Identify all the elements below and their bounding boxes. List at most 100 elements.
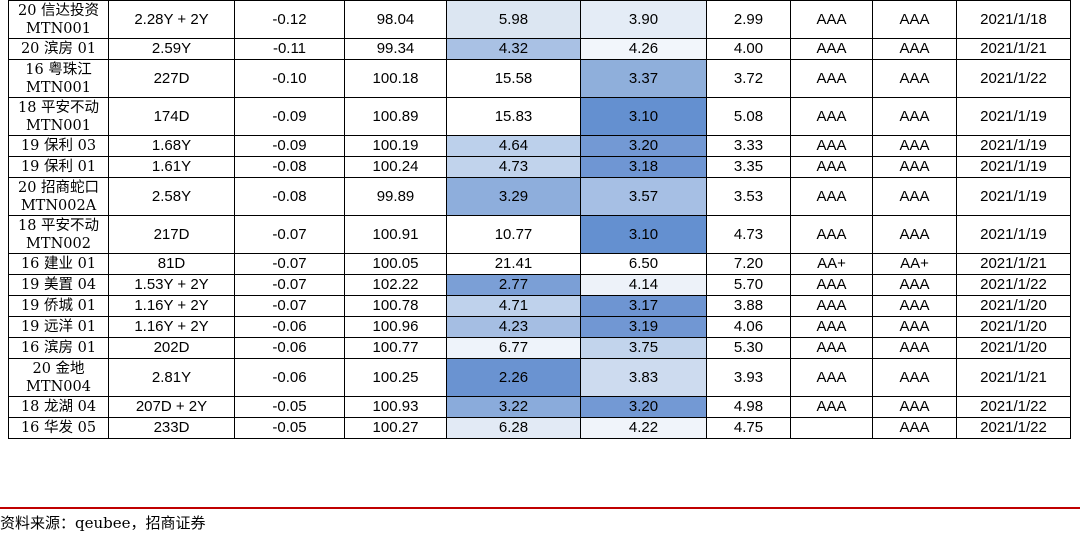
- change-cell: -0.08: [234, 156, 345, 178]
- date-cell: 2021/1/20: [956, 316, 1071, 338]
- rating2-cell: AAA: [872, 0, 957, 39]
- term-cell: 202D: [108, 337, 235, 359]
- value2-cell: 3.17: [580, 295, 707, 317]
- value3-cell: 3.53: [706, 177, 791, 216]
- term-cell: 1.16Y + 2Y: [108, 295, 235, 317]
- bond-name-cell: 20 信达投资 MTN001: [8, 0, 109, 39]
- rating1-cell: AAA: [790, 274, 873, 296]
- bond-name-cell: 18 平安不动 MTN001: [8, 97, 109, 136]
- term-cell: 2.59Y: [108, 38, 235, 60]
- value1-cell: 4.64: [446, 135, 581, 157]
- price-cell: 100.19: [344, 135, 447, 157]
- value2-cell: 3.75: [580, 337, 707, 359]
- table-row: 19 保利 01 1.61Y -0.08 100.24 4.73 3.18 3.35 AAA A…: [8, 156, 1071, 178]
- price-cell: 100.96: [344, 316, 447, 338]
- table-row: 20 滨房 01 2.59Y -0.11 99.34 4.32 4.26 4.00 AAA AA…: [8, 38, 1071, 60]
- bond-name-cell: 20 金地 MTN004: [8, 358, 109, 397]
- value1-cell: 15.83: [446, 97, 581, 136]
- rating2-cell: AAA: [872, 177, 957, 216]
- table-row: 18 龙湖 04 207D + 2Y -0.05 100.93 3.22 3.20 4.98…: [8, 396, 1071, 418]
- change-cell: -0.08: [234, 177, 345, 216]
- value3-cell: 3.72: [706, 59, 791, 98]
- term-cell: 233D: [108, 417, 235, 439]
- rating1-cell: [790, 417, 873, 439]
- value3-cell: 3.93: [706, 358, 791, 397]
- price-cell: 98.04: [344, 0, 447, 39]
- table-row: 19 侨城 01 1.16Y + 2Y -0.07 100.78 4.71 3.17 3.8…: [8, 295, 1071, 317]
- value3-cell: 4.73: [706, 215, 791, 254]
- term-cell: 217D: [108, 215, 235, 254]
- value3-cell: 4.00: [706, 38, 791, 60]
- bond-name-cell: 18 平安不动 MTN002: [8, 215, 109, 254]
- rating1-cell: AAA: [790, 396, 873, 418]
- value3-cell: 7.20: [706, 253, 791, 275]
- term-cell: 1.68Y: [108, 135, 235, 157]
- table-row: 16 建业 01 81D -0.07 100.05 21.41 6.50 7.20 AA+ AA…: [8, 253, 1071, 275]
- price-cell: 100.77: [344, 337, 447, 359]
- value2-cell: 6.50: [580, 253, 707, 275]
- value3-cell: 4.98: [706, 396, 791, 418]
- date-cell: 2021/1/20: [956, 337, 1071, 359]
- rating2-cell: AAA: [872, 59, 957, 98]
- change-cell: -0.05: [234, 417, 345, 439]
- price-cell: 99.34: [344, 38, 447, 60]
- bond-name-cell: 19 侨城 01: [8, 295, 109, 317]
- date-cell: 2021/1/19: [956, 177, 1071, 216]
- rating1-cell: AAA: [790, 0, 873, 39]
- rating1-cell: AAA: [790, 156, 873, 178]
- bond-name-cell: 18 龙湖 04: [8, 396, 109, 418]
- value3-cell: 3.88: [706, 295, 791, 317]
- table-row: 20 金地 MTN004 2.81Y -0.06 100.25 2.26 3.83 3.93…: [8, 358, 1071, 397]
- change-cell: -0.07: [234, 215, 345, 254]
- source-note: 资料来源：qeubee，招商证券: [0, 514, 206, 532]
- rating2-cell: AAA: [872, 156, 957, 178]
- date-cell: 2021/1/19: [956, 135, 1071, 157]
- change-cell: -0.07: [234, 253, 345, 275]
- table-row: 18 平安不动 MTN002 217D -0.07 100.91 10.77 3.10 4.…: [8, 215, 1071, 254]
- term-cell: 227D: [108, 59, 235, 98]
- value2-cell: 3.10: [580, 97, 707, 136]
- rating2-cell: AAA: [872, 316, 957, 338]
- change-cell: -0.09: [234, 97, 345, 136]
- value1-cell: 4.71: [446, 295, 581, 317]
- value1-cell: 21.41: [446, 253, 581, 275]
- value1-cell: 4.32: [446, 38, 581, 60]
- date-cell: 2021/1/22: [956, 417, 1071, 439]
- date-cell: 2021/1/19: [956, 97, 1071, 136]
- price-cell: 100.25: [344, 358, 447, 397]
- value2-cell: 3.20: [580, 135, 707, 157]
- price-cell: 99.89: [344, 177, 447, 216]
- bond-name-cell: 20 招商蛇口 MTN002A: [8, 177, 109, 216]
- change-cell: -0.12: [234, 0, 345, 39]
- change-cell: -0.06: [234, 316, 345, 338]
- change-cell: -0.09: [234, 135, 345, 157]
- value2-cell: 4.22: [580, 417, 707, 439]
- value3-cell: 3.35: [706, 156, 791, 178]
- value2-cell: 3.83: [580, 358, 707, 397]
- table-row: 16 华发 05 233D -0.05 100.27 6.28 4.22 4.75 AAA 20…: [8, 417, 1071, 439]
- footer-divider: [0, 507, 1080, 509]
- date-cell: 2021/1/19: [956, 215, 1071, 254]
- bond-name-cell: 16 建业 01: [8, 253, 109, 275]
- rating1-cell: AAA: [790, 358, 873, 397]
- price-cell: 100.78: [344, 295, 447, 317]
- value3-cell: 4.75: [706, 417, 791, 439]
- price-cell: 100.91: [344, 215, 447, 254]
- value3-cell: 2.99: [706, 0, 791, 39]
- term-cell: 2.28Y + 2Y: [108, 0, 235, 39]
- change-cell: -0.07: [234, 295, 345, 317]
- value1-cell: 6.28: [446, 417, 581, 439]
- bond-name-cell: 19 保利 03: [8, 135, 109, 157]
- value3-cell: 5.08: [706, 97, 791, 136]
- value3-cell: 3.33: [706, 135, 791, 157]
- rating1-cell: AAA: [790, 215, 873, 254]
- value1-cell: 15.58: [446, 59, 581, 98]
- rating2-cell: AAA: [872, 38, 957, 60]
- value2-cell: 3.18: [580, 156, 707, 178]
- value2-cell: 3.37: [580, 59, 707, 98]
- date-cell: 2021/1/22: [956, 59, 1071, 98]
- price-cell: 100.93: [344, 396, 447, 418]
- value2-cell: 3.19: [580, 316, 707, 338]
- price-cell: 100.05: [344, 253, 447, 275]
- value2-cell: 3.10: [580, 215, 707, 254]
